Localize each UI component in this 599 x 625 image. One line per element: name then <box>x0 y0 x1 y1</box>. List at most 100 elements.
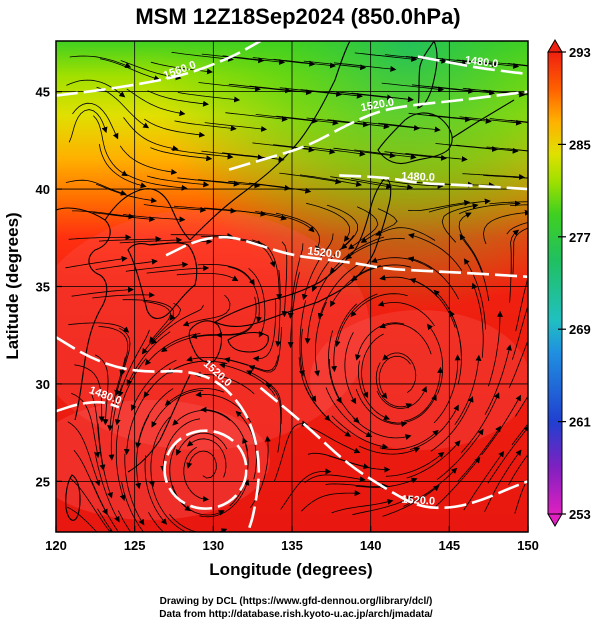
streamline <box>276 115 339 126</box>
streamline <box>265 382 282 453</box>
streamline <box>489 201 528 205</box>
streamline <box>171 148 234 160</box>
streamline <box>92 291 155 299</box>
streamline <box>509 229 520 303</box>
streamline <box>325 387 373 438</box>
streamline <box>228 180 291 191</box>
streamline <box>121 482 145 532</box>
streamline <box>300 89 363 99</box>
streamline <box>331 415 389 450</box>
height-contour-line <box>339 174 528 191</box>
streamline <box>408 233 463 271</box>
streamline <box>351 92 414 103</box>
map-title: MSM 12Z18Sep2024 (850.0hPa) <box>135 4 460 29</box>
streamline <box>471 282 484 358</box>
colorbar-tick-label: 269 <box>569 322 591 337</box>
streamline <box>67 421 101 487</box>
streamline <box>94 354 109 426</box>
coastlines <box>56 41 515 521</box>
streamline <box>352 496 414 516</box>
streamline <box>456 59 520 69</box>
streamline <box>150 304 205 345</box>
streamline <box>119 237 183 244</box>
streamline <box>459 116 522 126</box>
streamline <box>382 352 417 394</box>
streamline <box>186 438 227 478</box>
streamline <box>360 208 398 243</box>
streamline <box>72 210 135 220</box>
streamline <box>333 62 397 72</box>
height-contour-line <box>417 55 528 76</box>
streamline <box>409 404 459 450</box>
streamline <box>354 52 418 62</box>
streamline <box>255 114 319 124</box>
streamline <box>171 51 234 62</box>
streamline <box>170 232 234 239</box>
streamline <box>147 90 209 107</box>
streamline <box>146 175 210 188</box>
colorbar-tick-label: 285 <box>569 137 591 152</box>
streamline <box>301 425 361 454</box>
streamline <box>135 415 150 490</box>
streamline <box>330 176 393 190</box>
streamline <box>299 300 307 377</box>
streamline <box>379 322 432 355</box>
graticule <box>56 41 528 532</box>
streamline <box>514 395 528 417</box>
streamline <box>432 86 496 96</box>
streamline <box>115 425 126 501</box>
streamline <box>325 483 389 490</box>
streamline <box>403 366 444 422</box>
streamline <box>513 176 528 179</box>
streamline <box>384 151 447 161</box>
streamline <box>301 328 317 402</box>
coastline-shikoku <box>227 331 269 353</box>
contour-label: 1520.0 <box>307 245 342 261</box>
streamline <box>176 273 239 282</box>
streamline <box>350 178 414 191</box>
streamline <box>91 394 106 471</box>
streamline <box>225 112 288 122</box>
streamline <box>114 327 131 397</box>
streamline <box>331 498 394 514</box>
streamline <box>201 150 264 161</box>
streamline <box>411 84 475 94</box>
streamline <box>344 332 357 405</box>
streamline <box>304 474 366 484</box>
streamline <box>382 394 437 424</box>
streamline <box>511 423 528 446</box>
streamline <box>298 357 331 422</box>
streamline <box>73 449 108 516</box>
streamline <box>510 119 528 123</box>
streamline <box>357 121 420 131</box>
colorbar-tick-label: 293 <box>569 45 591 60</box>
streamline <box>204 122 268 132</box>
streamline <box>352 417 412 440</box>
streamline <box>124 453 145 526</box>
height-contour-line <box>165 235 528 279</box>
streamline <box>68 109 108 143</box>
contour-label: 1520.0 <box>401 494 435 508</box>
streamline <box>379 274 439 298</box>
streamline <box>114 358 147 426</box>
streamline <box>95 258 158 270</box>
streamline <box>508 339 528 389</box>
warm-anomaly-shading <box>310 310 528 450</box>
streamline <box>215 296 257 339</box>
streamline <box>303 146 366 157</box>
streamline <box>164 388 225 406</box>
streamline <box>99 58 161 82</box>
streamline <box>274 420 308 482</box>
streamline <box>273 144 336 155</box>
height-contour-line <box>228 90 528 171</box>
y-axis-title: Latitude (degrees) <box>3 212 22 359</box>
streamline <box>463 258 486 330</box>
streamline <box>488 310 504 387</box>
coastline-korea <box>127 242 198 320</box>
streamline <box>125 261 189 272</box>
streamline <box>381 179 444 189</box>
streamline <box>71 286 134 297</box>
streamline <box>143 204 207 213</box>
streamline <box>279 87 343 97</box>
